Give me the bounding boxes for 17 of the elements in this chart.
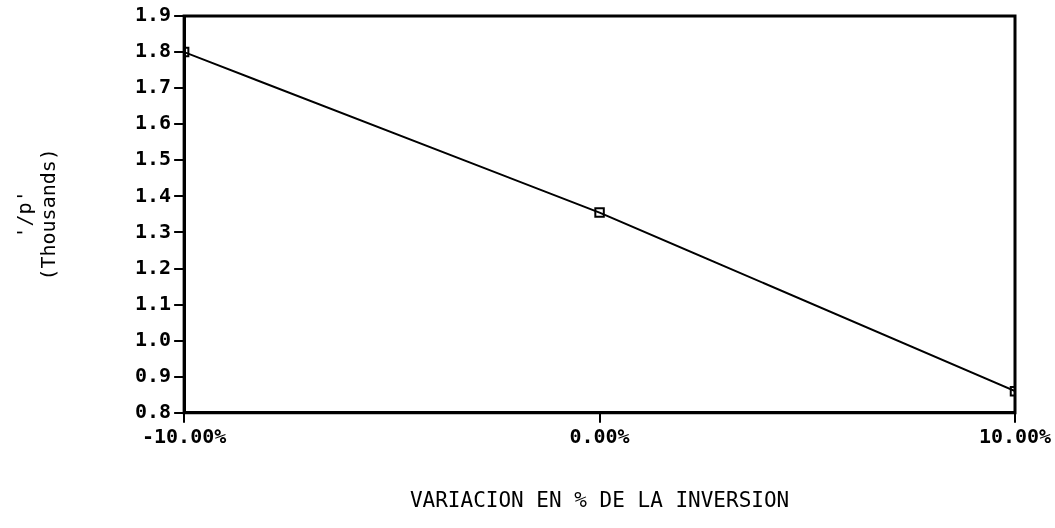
- y-tick-label: 1.1: [135, 290, 172, 315]
- x-axis-title: VARIACION EN % DE LA INVERSION: [409, 487, 790, 512]
- x-tick-label: 10.00%: [978, 424, 1052, 448]
- y-axis-title: '/p' (Thousands): [12, 148, 61, 281]
- x-tick-label: -10.00%: [141, 424, 227, 448]
- x-tick-label: 0.00%: [569, 424, 630, 448]
- y-tick-label: 0.8: [135, 399, 172, 423]
- y-tick-label: 1.5: [135, 146, 172, 171]
- y-tick-label: 1.9: [135, 2, 172, 27]
- y-tick-label: 1.3: [135, 218, 172, 243]
- y-tick-label: 1.4: [135, 182, 172, 207]
- y-tick-label: 0.9: [135, 362, 172, 387]
- y-tick-label: 1.0: [135, 326, 172, 351]
- y-tick-label: 1.2: [135, 254, 172, 279]
- y-tick-label: 1.6: [135, 110, 172, 135]
- y-tick-label: 1.7: [135, 74, 172, 99]
- y-tick-label: 1.8: [135, 38, 172, 63]
